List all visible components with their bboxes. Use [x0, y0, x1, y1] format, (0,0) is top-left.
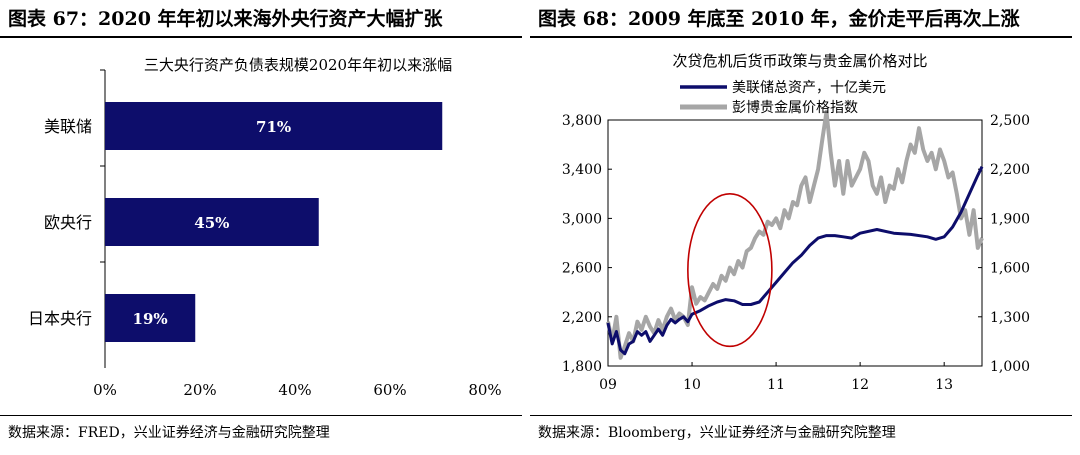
series-line-2	[606, 109, 984, 360]
line-chart-title: 次贷危机后货币政策与贵金属价格对比	[672, 52, 927, 70]
right-y-tick-label-3: 1,600	[990, 261, 1030, 277]
bar-chart-title: 三大央行资产负债表规模2020年年初以来涨幅	[144, 56, 452, 74]
line-chart: 次贷危机后货币政策与贵金属价格对比 1,800 2,200 2,600 3,000 3,4…	[562, 52, 1030, 393]
bar-x-tick-label-4: 60%	[373, 381, 406, 399]
left-title-rule	[0, 36, 522, 38]
left-figure-title: 图表 67：2020 年年初以来海外央行资产大幅扩张	[8, 8, 443, 30]
bar-3	[105, 294, 196, 342]
x-tick-label-1: 09	[599, 377, 617, 393]
x-tick-label-5: 13	[935, 377, 953, 393]
x-tick-label-2: 10	[683, 377, 701, 393]
bar-value-label-1: 71%	[256, 118, 291, 136]
bar-2	[105, 198, 319, 246]
left-figure-panel: 图表 67：2020 年年初以来海外央行资产大幅扩张 三大央行资产负债表规模20…	[0, 0, 530, 455]
right-title-rule	[530, 36, 1072, 38]
left-y-tick-label-2: 2,200	[562, 310, 602, 326]
bar-x-tick-label-1: 0%	[93, 381, 117, 399]
right-figure-panel: 图表 68：2009 年底至 2010 年，金价走平后再次上涨 次贷危机后货币政…	[530, 0, 1080, 455]
right-y-tick-label-1: 1,000	[990, 359, 1030, 375]
bar-x-tick-label-2: 20%	[183, 381, 216, 399]
bar-value-label-2: 45%	[194, 214, 229, 232]
left-source-text: 数据来源：FRED，兴业证券经济与金融研究院整理	[8, 425, 330, 441]
bar-category-label-2: 欧央行	[44, 213, 92, 232]
right-y-tick-label-5: 2,200	[990, 162, 1030, 178]
left-y-tick-label-5: 3,400	[562, 162, 602, 178]
right-source-rule	[530, 415, 1072, 416]
x-tick-label-4: 12	[851, 377, 869, 393]
legend-label-1: 美联储总资产，十亿美元	[732, 80, 886, 96]
legend-label-2: 彭博贵金属价格指数	[732, 99, 858, 116]
bar-1	[105, 102, 443, 150]
bar-x-tick-label-5: 80%	[468, 381, 501, 399]
bar-category-label-1: 美联储	[44, 117, 92, 136]
left-y-tick-label-1: 1,800	[562, 359, 602, 375]
left-source-rule	[0, 415, 522, 416]
annotation-circle	[687, 192, 773, 348]
right-source-text: 数据来源：Bloomberg，兴业证券经济与金融研究院整理	[538, 425, 896, 441]
bar-category-label-3: 日本央行	[28, 309, 92, 328]
x-tick-label-3: 11	[767, 377, 785, 393]
left-y-tick-label-6: 3,800	[562, 113, 602, 129]
left-y-tick-label-3: 2,600	[562, 261, 602, 277]
bar-x-tick-label-3: 40%	[278, 381, 311, 399]
right-y-tick-label-2: 1,300	[990, 310, 1030, 326]
bar-chart: 三大央行资产负债表规模2020年年初以来涨幅 71% 美联储 45% 欧央行 19% 日本央…	[28, 56, 502, 399]
right-y-tick-label-4: 1,900	[990, 211, 1030, 227]
left-y-tick-label-4: 3,000	[562, 211, 602, 227]
series-line-1	[606, 166, 984, 356]
right-figure-title: 图表 68：2009 年底至 2010 年，金价走平后再次上涨	[538, 8, 1020, 30]
bar-value-label-3: 19%	[133, 310, 168, 328]
right-y-tick-label-6: 2,500	[990, 113, 1030, 129]
